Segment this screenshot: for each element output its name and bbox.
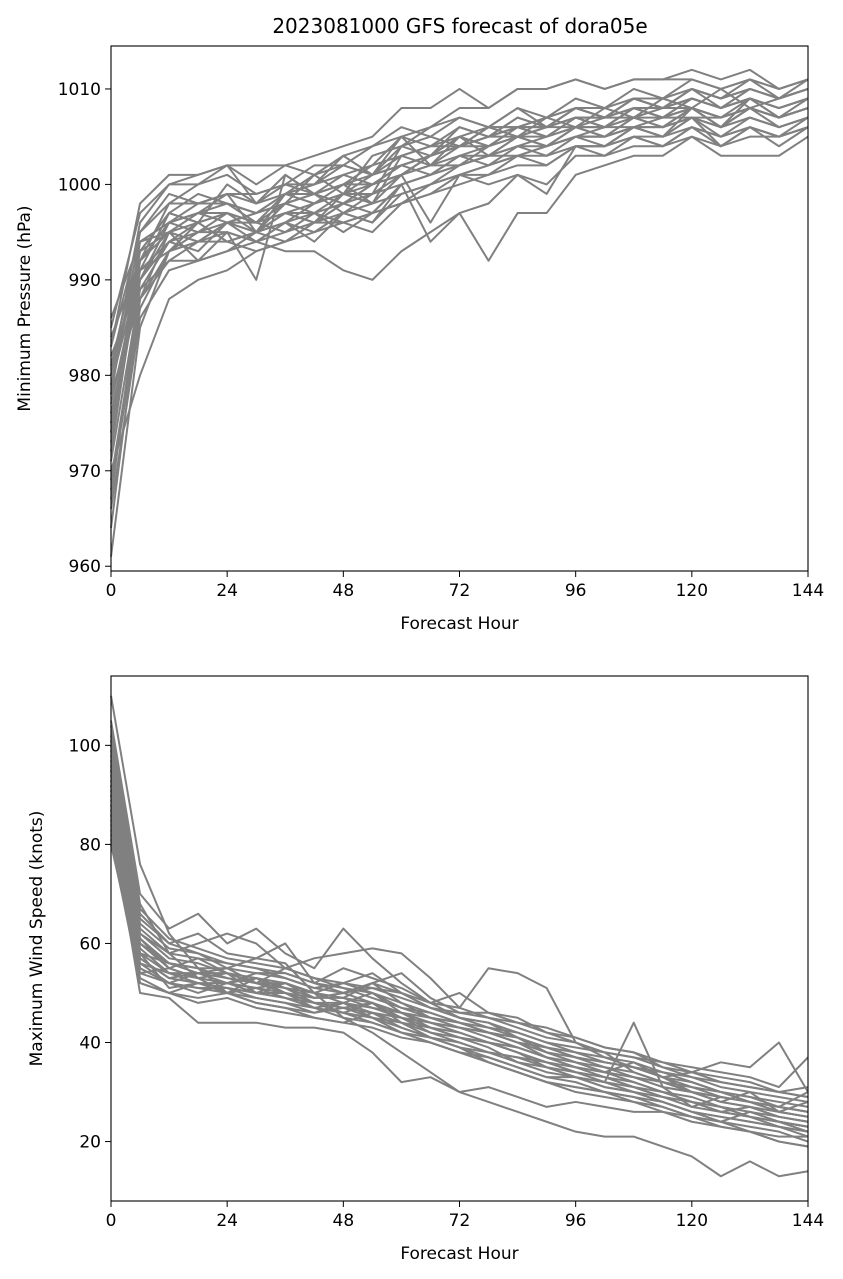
wind-series-line-1: [110, 720, 809, 1123]
pressure-x-tick-label-0: 0: [106, 581, 117, 601]
wind-x-tick-label-3: 72: [449, 1211, 471, 1231]
chart-title: 2023081000 GFS forecast of dora05e: [272, 14, 647, 38]
pressure-series-line-24: [110, 116, 809, 414]
wind-series-line-14: [110, 789, 809, 1123]
wind-x-tick-label-2: 48: [333, 1211, 355, 1231]
wind-x-tick-label-0: 0: [106, 1211, 117, 1231]
wind-chart: 0 24 48 72 96 120 144 20 40 60 80 100 Forecast Hour…: [27, 675, 825, 1264]
wind-series-line-27: [110, 725, 809, 1089]
pressure-x-tick-label-2: 48: [333, 581, 355, 601]
pressure-series-line-29: [110, 107, 809, 433]
wind-y-tick-label-4: 100: [69, 736, 101, 756]
pressure-series-line-22: [110, 135, 809, 395]
wind-series-line-11: [110, 735, 809, 1118]
pressure-chart: 0 24 48 72 96 120 144 960 970 980 990 1000 1010 Fore…: [15, 45, 824, 634]
pressure-x-tick-label-4: 96: [565, 581, 587, 601]
wind-series-line-24: [110, 794, 809, 1128]
wind-x-tick-label-5: 120: [676, 1211, 708, 1231]
pressure-y-tick-label-4: 1000: [58, 175, 101, 195]
wind-y-tick-label-2: 60: [79, 934, 101, 954]
wind-y-tick-label-3: 80: [79, 835, 101, 855]
pressure-y-tick-label-0: 960: [69, 557, 101, 577]
pressure-ticks: 0 24 48 72 96 120 144 960 970 980 990 1000 1010: [58, 80, 824, 601]
pressure-y-tick-label-5: 1010: [58, 80, 101, 100]
wind-x-tick-label-1: 24: [216, 1211, 238, 1231]
wind-y-axis-label: Maximum Wind Speed (knots): [27, 811, 47, 1067]
wind-ticks: 0 24 48 72 96 120 144 20 40 60 80 100: [69, 736, 825, 1231]
wind-series-line-21: [110, 760, 809, 1113]
pressure-series-line-27: [110, 116, 809, 386]
pressure-series-line-0: [110, 97, 809, 557]
pressure-x-tick-label-5: 120: [676, 581, 708, 601]
wind-series-line-23: [110, 740, 809, 1098]
wind-series-line-15: [110, 814, 809, 1118]
pressure-series-group: [110, 68, 809, 557]
wind-y-tick-label-0: 20: [79, 1133, 101, 1153]
pressure-series-line-26: [110, 87, 809, 347]
wind-x-tick-label-4: 96: [565, 1211, 587, 1231]
wind-series-line-25: [110, 769, 809, 1123]
pressure-x-tick-label-1: 24: [216, 581, 238, 601]
pressure-y-tick-label-2: 980: [69, 366, 101, 386]
pressure-x-tick-label-3: 72: [449, 581, 471, 601]
pressure-series-line-2: [110, 87, 809, 500]
wind-y-tick-label-1: 40: [79, 1034, 101, 1054]
wind-series-group: [110, 695, 809, 1178]
pressure-x-axis-label: Forecast Hour: [400, 614, 518, 634]
wind-series-line-26: [110, 839, 809, 1143]
pressure-series-line-9: [110, 107, 809, 395]
wind-series-line-17: [110, 750, 809, 1103]
wind-series-line-6: [110, 819, 808, 1138]
pressure-y-tick-label-3: 990: [69, 271, 101, 291]
wind-x-tick-label-6: 144: [792, 1211, 824, 1231]
wind-x-axis-label: Forecast Hour: [400, 1244, 518, 1264]
pressure-x-tick-label-6: 144: [792, 581, 824, 601]
wind-series-line-2: [110, 745, 809, 1113]
pressure-y-axis-label: Minimum Pressure (hPa): [15, 205, 35, 411]
pressure-series-line-25: [110, 126, 809, 462]
wind-series-line-9: [110, 784, 809, 1118]
wind-series-line-29: [110, 784, 809, 1128]
pressure-y-tick-label-1: 970: [69, 462, 101, 482]
pressure-series-line-3: [110, 107, 809, 472]
wind-series-line-13: [110, 774, 809, 1113]
